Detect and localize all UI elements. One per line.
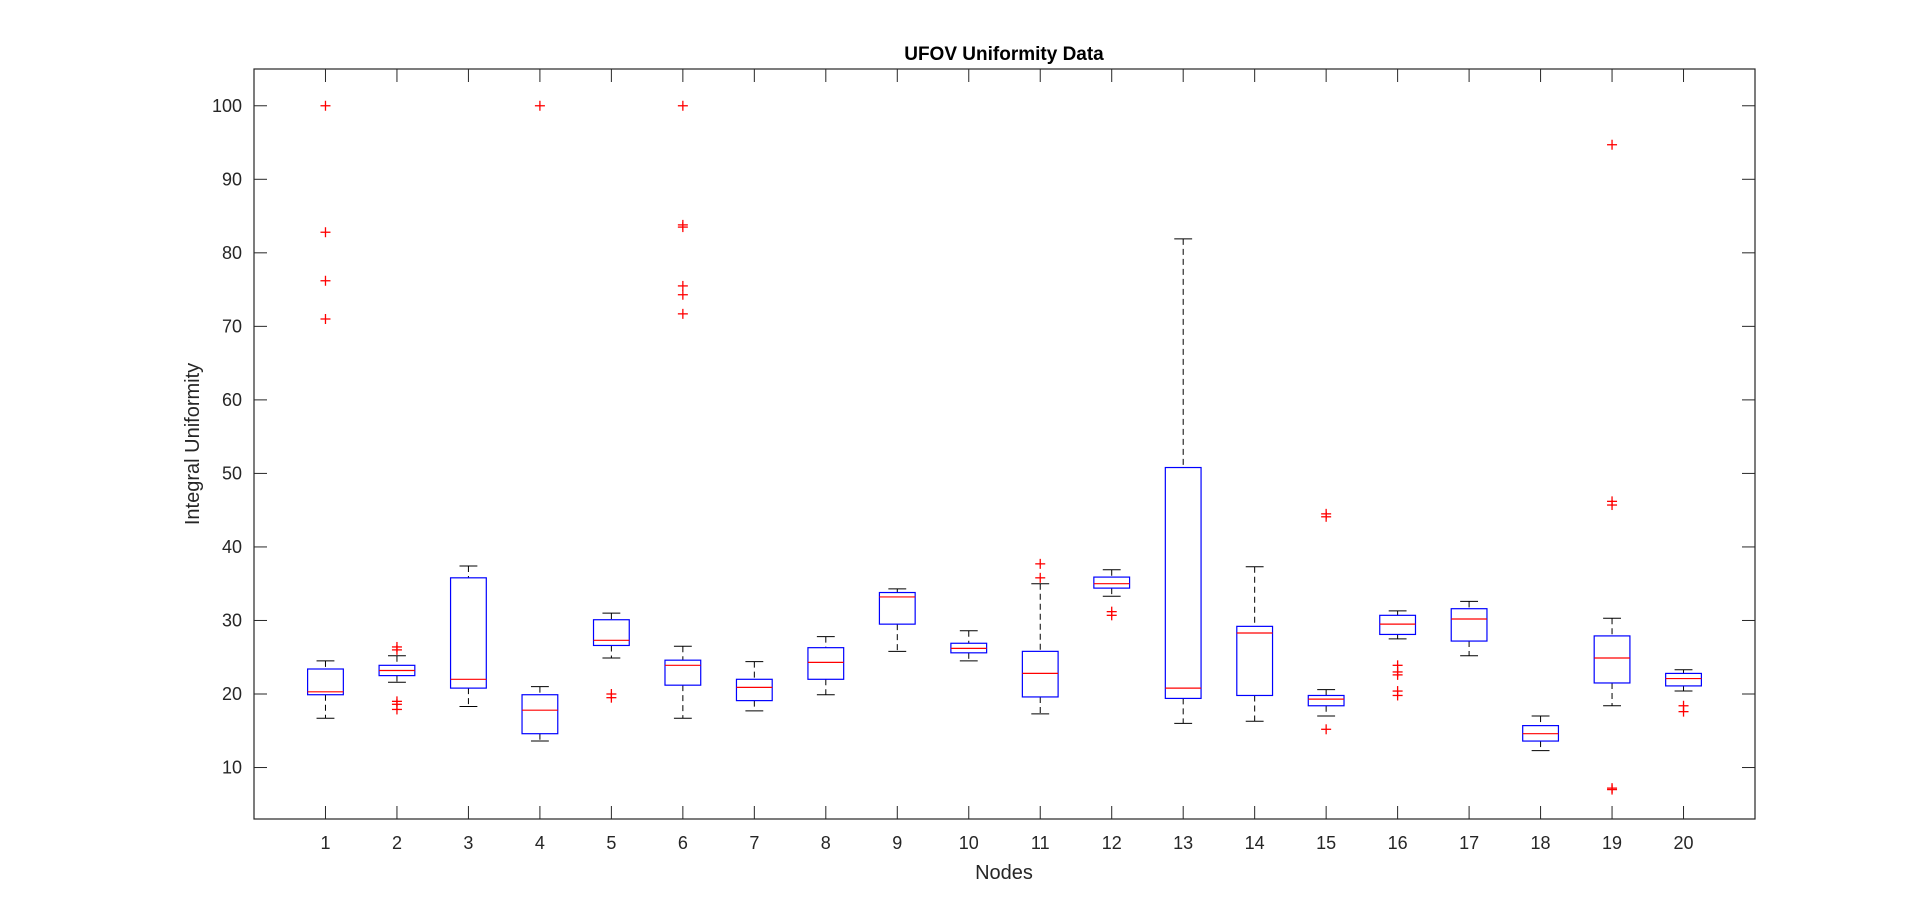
- iqr-box: [1450, 608, 1488, 642]
- y-tick-label: 50: [222, 463, 242, 483]
- y-tick-label: 70: [222, 316, 242, 336]
- y-tick-label: 60: [222, 390, 242, 410]
- box-node-8: [807, 636, 845, 696]
- outlier-marker: [320, 275, 331, 286]
- x-tick-label: 4: [535, 833, 545, 853]
- outlier-marker: [391, 704, 402, 715]
- x-tick-label: 2: [392, 833, 402, 853]
- box-node-12: [1093, 569, 1131, 621]
- outlier-marker: [391, 644, 402, 655]
- outlier-marker: [1607, 139, 1618, 150]
- chart-title: UFOV Uniformity Data: [904, 44, 1104, 65]
- box-node-14: [1236, 566, 1274, 722]
- x-tick-label: 18: [1531, 833, 1551, 853]
- iqr-box: [1021, 650, 1059, 698]
- iqr-box: [807, 647, 845, 680]
- outlier-marker: [677, 222, 688, 233]
- outlier-marker: [320, 227, 331, 238]
- iqr-box: [592, 619, 630, 647]
- y-tick-label: 40: [222, 537, 242, 557]
- y-tick-label: 100: [212, 96, 242, 116]
- y-tick-label: 30: [222, 610, 242, 630]
- outlier-marker: [677, 308, 688, 319]
- x-tick-label: 3: [463, 833, 473, 853]
- box-node-6: [664, 100, 702, 719]
- outlier-marker: [677, 289, 688, 300]
- x-tick-label: 11: [1031, 833, 1050, 853]
- outlier-marker: [320, 100, 331, 111]
- plot-area: [253, 68, 1756, 820]
- outlier-marker: [1106, 610, 1117, 621]
- box-node-3: [449, 565, 487, 707]
- box-node-13: [1164, 238, 1202, 724]
- iqr-box: [735, 678, 773, 702]
- iqr-box: [1379, 614, 1417, 636]
- outlier-marker: [677, 280, 688, 291]
- y-tick-label: 10: [222, 758, 242, 778]
- x-tick-label: 7: [749, 833, 759, 853]
- x-tick-label: 12: [1102, 833, 1122, 853]
- x-tick-label: 13: [1173, 833, 1193, 853]
- y-tick-label: 80: [222, 243, 242, 263]
- outlier-marker: [534, 100, 545, 111]
- iqr-box: [1164, 466, 1202, 700]
- x-tick-label: 20: [1674, 833, 1694, 853]
- iqr-box: [307, 668, 344, 696]
- box-node-19: [1593, 139, 1631, 795]
- outlier-marker: [1607, 500, 1618, 511]
- y-tick-label: 20: [222, 684, 242, 704]
- x-tick-label: 8: [821, 833, 831, 853]
- x-tick-label: 1: [320, 833, 330, 853]
- box-node-1: [307, 100, 344, 719]
- box-node-5: [592, 612, 630, 703]
- box-node-17: [1450, 600, 1488, 657]
- y-axis-label: Integral Uniformity: [182, 363, 204, 525]
- outlier-marker: [1321, 511, 1332, 522]
- iqr-box: [1593, 635, 1631, 684]
- box-node-9: [878, 588, 916, 652]
- iqr-box: [449, 577, 487, 689]
- box-node-4: [521, 100, 559, 742]
- x-tick-label: 9: [892, 833, 902, 853]
- x-axis: 1 2 3 4 5 6 7 8 9 10 11 12 13 14 15 16 17 18 19 20: [320, 69, 1694, 853]
- x-tick-label: 5: [606, 833, 616, 853]
- iqr-box: [1665, 672, 1702, 687]
- outlier-marker: [320, 314, 331, 324]
- outlier-marker: [1607, 784, 1618, 795]
- box-node-20: [1665, 669, 1702, 717]
- x-tick-label: 16: [1388, 833, 1408, 853]
- y-tick-label: 90: [222, 169, 242, 189]
- box-node-11: [1021, 558, 1059, 715]
- outlier-marker: [1678, 706, 1689, 717]
- x-tick-label: 17: [1459, 833, 1479, 853]
- x-axis-label: Nodes: [975, 862, 1033, 884]
- iqr-box: [521, 694, 559, 735]
- outlier-marker: [1035, 558, 1046, 569]
- x-tick-label: 6: [678, 833, 688, 853]
- x-tick-label: 10: [959, 833, 979, 853]
- outlier-marker: [1392, 690, 1403, 701]
- y-axis: 10 20 30 40 50 60 70 80 90 100: [212, 96, 1755, 778]
- iqr-box: [1093, 576, 1131, 589]
- box-node-15: [1307, 508, 1345, 735]
- box-node-2: [378, 641, 416, 715]
- iqr-box: [664, 659, 702, 686]
- outlier-marker: [606, 692, 617, 703]
- x-tick-label: 14: [1245, 833, 1265, 853]
- iqr-box: [1236, 625, 1274, 697]
- box-node-10: [950, 630, 988, 662]
- outlier-marker: [677, 100, 688, 111]
- outlier-marker: [1321, 724, 1332, 735]
- box-node-16: [1379, 610, 1417, 701]
- x-tick-label: 19: [1602, 833, 1622, 853]
- iqr-box: [878, 591, 916, 625]
- box-node-18: [1522, 715, 1560, 752]
- outlier-marker: [1035, 572, 1046, 583]
- x-tick-label: 15: [1316, 833, 1336, 853]
- box-series: [307, 100, 1702, 795]
- outlier-marker: [1392, 669, 1403, 680]
- box-node-7: [735, 661, 773, 712]
- iqr-box: [1307, 694, 1345, 707]
